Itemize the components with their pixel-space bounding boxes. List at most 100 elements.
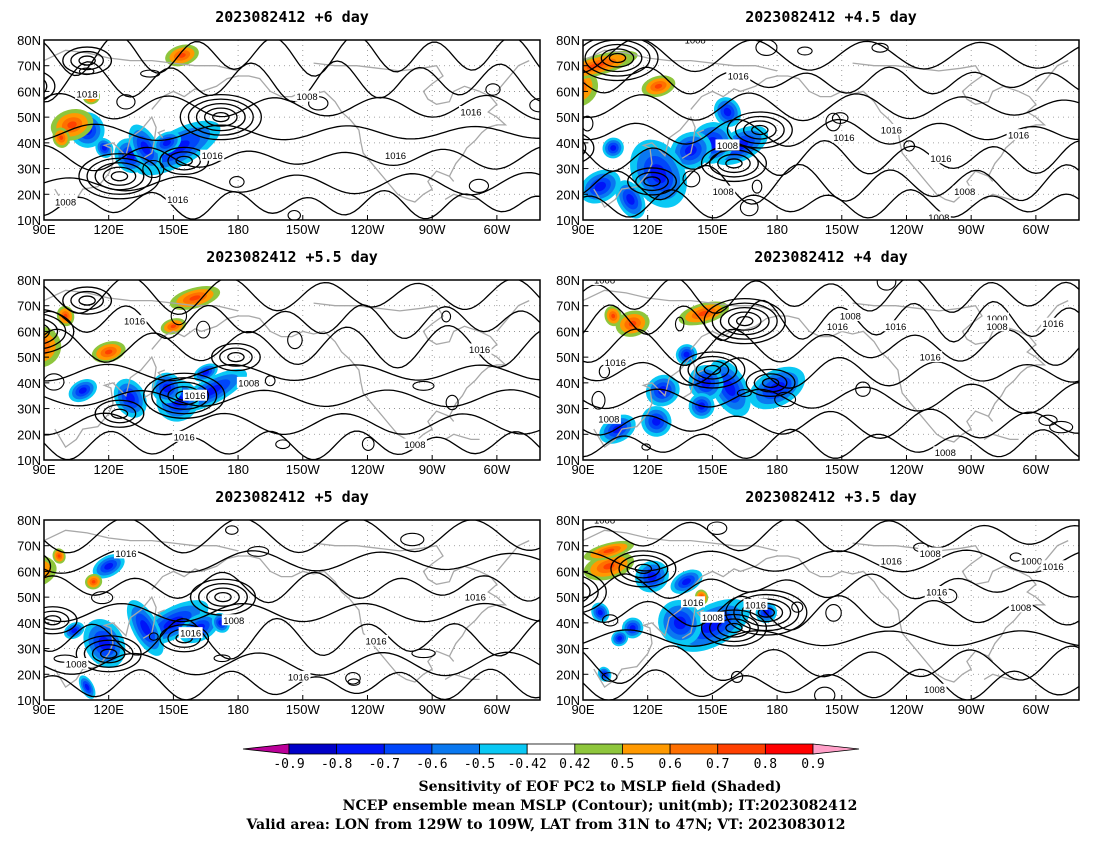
contour-label: 1016	[288, 672, 309, 683]
closed-isobar	[44, 323, 51, 339]
closed-isobar	[745, 368, 796, 398]
x-tick-label: 90W	[419, 702, 446, 717]
contour-label-background	[985, 312, 1010, 324]
small-isobar	[225, 525, 239, 535]
isobar-contour	[583, 668, 1079, 700]
isobar-contour	[583, 66, 1079, 95]
closed-isobar	[735, 315, 754, 327]
x-tick-label: 120E	[633, 222, 664, 237]
closed-isobar	[725, 158, 743, 169]
coastline	[496, 540, 530, 572]
small-isobar	[825, 112, 842, 132]
panel-title: 2023082412 +6 day	[215, 8, 369, 26]
small-isobar	[755, 40, 778, 57]
small-isobar	[411, 648, 436, 659]
y-tick-label: 20N	[17, 187, 41, 202]
x-tick-label: 150W	[286, 462, 321, 477]
negative-sensitivity-shading	[140, 620, 151, 636]
small-isobar	[400, 532, 425, 547]
isobar-contour	[44, 171, 540, 196]
closed-isobar	[44, 309, 75, 354]
coastline	[696, 609, 705, 619]
isobar-contour	[583, 629, 1079, 647]
colorbar-label: -0.9	[273, 757, 304, 772]
positive-sensitivity-shading	[57, 554, 61, 558]
contour-label-background	[458, 106, 483, 117]
small-isobar	[529, 98, 540, 113]
positive-sensitivity-shading	[104, 349, 113, 355]
negative-sensitivity-shading	[71, 628, 78, 633]
contour-label-background	[1019, 555, 1044, 567]
x-tick-label: 90W	[419, 222, 446, 237]
coastline	[54, 355, 157, 449]
coastline	[983, 673, 1019, 681]
small-isobar	[148, 632, 159, 641]
closed-isobar	[717, 618, 751, 638]
negative-sensitivity-shading	[101, 145, 107, 151]
contour-label: 1008	[713, 187, 734, 198]
y-tick-label: 60N	[17, 84, 41, 99]
contour-label: 1016	[926, 588, 947, 599]
positive-sensitivity-shading	[0, 566, 13, 593]
x-tick-label: 90E	[32, 462, 55, 477]
contour-label: 1008	[928, 213, 949, 224]
contour-label: 1000	[986, 314, 1007, 325]
closed-isobar	[78, 55, 96, 66]
contour-label: 1008	[920, 549, 941, 560]
contour-label-background	[711, 185, 736, 197]
panel-frame	[43, 519, 541, 701]
contour-label-background	[172, 430, 197, 442]
small-isobar	[287, 209, 301, 220]
contour-label: 1008	[223, 616, 244, 627]
y-tick-label: 30N	[17, 162, 41, 177]
panel-frame	[43, 279, 541, 461]
small-isobar	[116, 94, 136, 110]
y-tick-label: 80N	[556, 513, 580, 528]
small-isobar	[797, 46, 813, 56]
x-tick-label: 120E	[633, 702, 664, 717]
small-isobar	[583, 115, 594, 132]
panel-title: 2023082412 +5.5 day	[206, 248, 378, 266]
small-isobar	[485, 83, 501, 96]
contour-label-background	[592, 280, 617, 285]
contour-label-background	[402, 438, 427, 450]
coastline	[583, 529, 778, 552]
isobar-contour	[44, 60, 540, 103]
contour-label: 1016	[174, 432, 195, 443]
isobar-contour	[44, 92, 540, 121]
contour-label-background	[838, 310, 863, 321]
closed-isobar	[227, 351, 245, 363]
small-isobar	[871, 42, 889, 53]
isobar-contour	[44, 412, 540, 436]
positive-sensitivity-shading	[189, 295, 201, 301]
map-panel: 2023082412 +5 day10081016101610161016100…	[0, 488, 541, 717]
closed-isobar	[635, 171, 669, 192]
closed-isobar	[75, 635, 142, 673]
contour-label-background	[178, 627, 203, 639]
isobar-contour	[44, 324, 540, 369]
coastline	[444, 673, 480, 681]
y-tick-label: 10N	[556, 453, 580, 468]
y-tick-label: 30N	[556, 402, 580, 417]
y-tick-label: 40N	[17, 376, 41, 391]
coastline	[44, 529, 239, 552]
negative-sensitivity-shading	[683, 351, 690, 358]
x-tick-label: 60W	[484, 462, 511, 477]
y-tick-label: 60N	[556, 324, 580, 339]
closed-isobar	[44, 79, 48, 94]
coastline	[157, 609, 166, 619]
contour-label-background	[75, 88, 100, 99]
isobar-contour	[583, 595, 1079, 631]
positive-sensitivity-shading	[0, 575, 4, 583]
contour-label-background	[1041, 317, 1066, 329]
contour-label: 1016	[184, 391, 205, 402]
contour-label-background	[295, 90, 320, 102]
positive-sensitivity-shading	[654, 83, 663, 89]
panel-plot-area: 1008 1016 1016 1016 1018 1008 1016	[44, 40, 540, 220]
y-tick-label: 50N	[17, 110, 41, 125]
y-tick-label: 40N	[17, 136, 41, 151]
y-tick-label: 20N	[556, 427, 580, 442]
closed-isobar	[70, 50, 104, 71]
panel-frame	[582, 519, 1080, 701]
closed-isobar	[725, 589, 808, 636]
